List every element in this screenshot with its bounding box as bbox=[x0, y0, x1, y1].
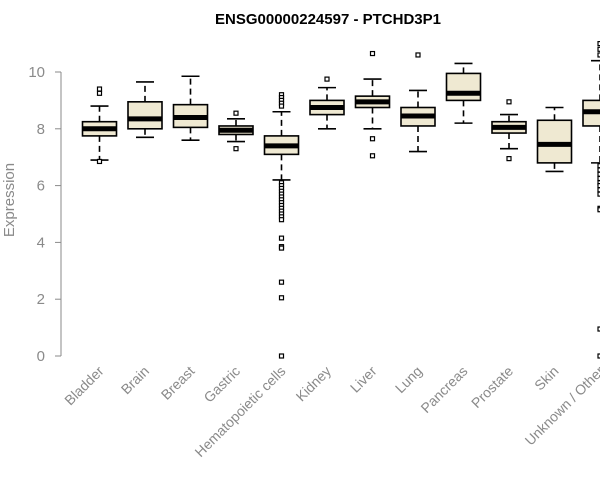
outlier-point bbox=[278, 279, 285, 285]
box-gastric bbox=[218, 110, 254, 152]
x-tick-label: Skin bbox=[531, 363, 562, 394]
outlier-point bbox=[369, 153, 376, 159]
outlier-point bbox=[597, 187, 600, 193]
outlier-point bbox=[597, 167, 600, 173]
x-tick-label: Breast bbox=[158, 363, 198, 403]
x-tick-label: Unknown / Other bbox=[522, 363, 600, 449]
y-tick-label: 4 bbox=[37, 234, 45, 251]
outlier-point bbox=[506, 99, 512, 105]
outlier-point bbox=[96, 90, 103, 96]
outlier-point bbox=[233, 146, 239, 152]
outlier-point bbox=[597, 163, 600, 169]
x-tick-label: Gastric bbox=[200, 363, 243, 406]
outlier-point bbox=[597, 46, 600, 52]
box-brain bbox=[127, 81, 163, 139]
box-iqr bbox=[536, 119, 573, 164]
x-tick-label: Brain bbox=[118, 363, 152, 397]
y-axis-label: Expression bbox=[1, 163, 18, 237]
box-iqr bbox=[127, 101, 163, 130]
box-unknown-other bbox=[582, 40, 600, 359]
x-tick-label: Bladder bbox=[61, 363, 107, 409]
outlier-point bbox=[597, 175, 600, 182]
outlier-point bbox=[96, 86, 103, 92]
outlier-point bbox=[96, 158, 103, 165]
x-tick-label: Liver bbox=[347, 363, 380, 396]
chart-title: ENSG00000224597 - PTCHD3P1 bbox=[215, 11, 441, 28]
outlier-point bbox=[597, 191, 600, 197]
box-prostate bbox=[491, 99, 527, 162]
outlier-point bbox=[278, 103, 285, 109]
outlier-point bbox=[278, 235, 285, 241]
outlier-point bbox=[324, 76, 330, 82]
outlier-point bbox=[369, 136, 376, 142]
outlier-point bbox=[597, 207, 600, 213]
x-tick-label: Prostate bbox=[468, 363, 516, 411]
box-bladder bbox=[81, 86, 118, 165]
outlier-point bbox=[415, 52, 421, 58]
box-lung bbox=[400, 52, 436, 153]
y-tick-label: 2 bbox=[37, 291, 45, 308]
outlier-point bbox=[597, 171, 600, 177]
box-series bbox=[81, 40, 600, 359]
box-pancreas bbox=[445, 62, 482, 124]
y-tick-label: 6 bbox=[37, 178, 45, 195]
outlier-point bbox=[597, 353, 600, 359]
x-tick-label: Lung bbox=[392, 363, 425, 396]
outlier-point bbox=[233, 110, 239, 116]
y-tick-label: 10 bbox=[28, 64, 45, 81]
x-tick-label: Hematopoietic cells bbox=[191, 363, 288, 460]
outlier-point bbox=[278, 295, 285, 301]
outlier-point bbox=[278, 353, 285, 359]
x-tick-label: Pancreas bbox=[417, 363, 470, 416]
outlier-point bbox=[597, 326, 600, 332]
box-hematopoietic-cells bbox=[263, 92, 300, 359]
box-iqr bbox=[445, 72, 482, 102]
box-skin bbox=[536, 106, 573, 173]
outlier-point bbox=[597, 40, 600, 47]
outlier-point bbox=[597, 52, 600, 58]
y-axis: 0 2 4 6 8 10 bbox=[28, 64, 62, 365]
outlier-point bbox=[597, 180, 600, 186]
x-tick-label: Kidney bbox=[293, 363, 335, 405]
outlier-point bbox=[506, 156, 512, 162]
outlier-point bbox=[278, 217, 285, 223]
box-breast bbox=[172, 75, 209, 141]
box-liver bbox=[354, 50, 391, 159]
y-tick-label: 0 bbox=[37, 348, 45, 365]
box-kidney bbox=[309, 76, 345, 130]
outlier-point bbox=[597, 183, 600, 189]
y-tick-label: 8 bbox=[37, 121, 45, 138]
outlier-point bbox=[278, 245, 285, 251]
outlier-point bbox=[369, 50, 376, 57]
